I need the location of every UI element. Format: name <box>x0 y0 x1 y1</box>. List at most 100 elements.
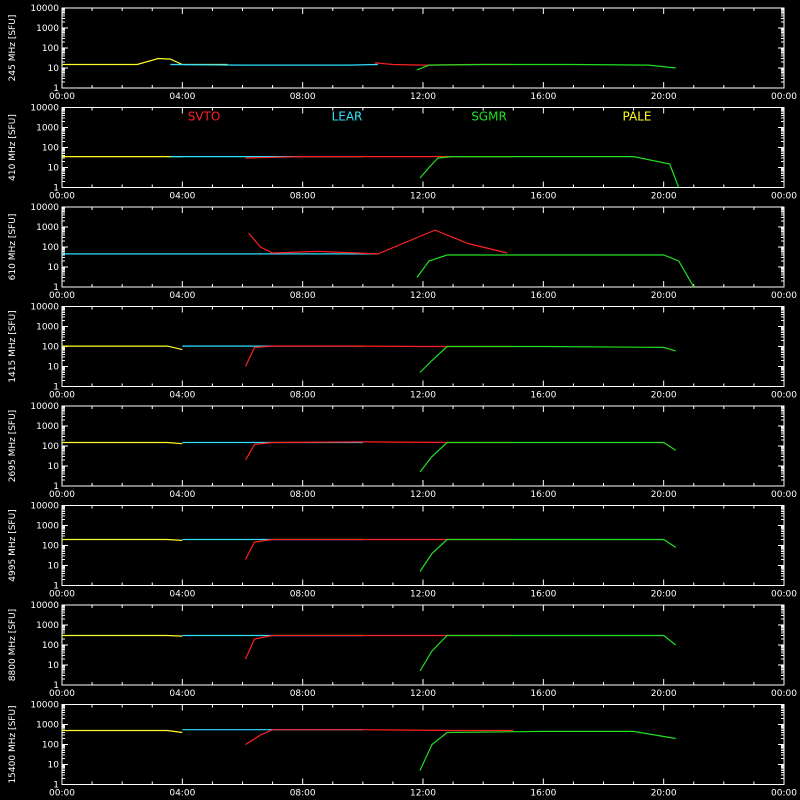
x-tick-label: 04:00 <box>169 689 195 699</box>
y-axis-label: 15400 MHz [SFU] <box>8 705 18 783</box>
series-sgmr-line <box>419 730 676 771</box>
x-tick-label: 00:00 <box>49 92 75 102</box>
y-tick-label: 1 <box>53 283 59 293</box>
panel-frame <box>61 405 785 487</box>
y-tick-label: 1 <box>53 781 59 791</box>
y-axis-label: 4995 MHz [SFU] <box>8 509 18 581</box>
x-tick-label: 00:00 <box>771 590 797 600</box>
series-lear-line <box>170 63 378 66</box>
x-tick-label: 00:00 <box>49 391 75 401</box>
x-tick-label: 04:00 <box>169 490 195 500</box>
y-tick-label: 10 <box>48 562 60 572</box>
y-tick-label: 100 <box>42 144 59 154</box>
x-tick-label: 16:00 <box>530 590 556 600</box>
x-tick-label: 12:00 <box>410 590 436 600</box>
series-sgmr-line <box>416 63 676 71</box>
x-tick-label: 20:00 <box>651 391 677 401</box>
y-tick-label: 10000 <box>30 203 59 213</box>
x-tick-label: 00:00 <box>771 789 797 799</box>
series-sgmr-line <box>419 538 677 572</box>
x-tick-label: 00:00 <box>49 490 75 500</box>
series-pale-line <box>62 729 183 734</box>
series-sgmr-line <box>419 441 677 473</box>
x-tick-label: 08:00 <box>290 689 316 699</box>
x-tick-label: 04:00 <box>169 291 195 301</box>
x-tick-label: 20:00 <box>651 192 677 202</box>
x-tick-label: 12:00 <box>410 689 436 699</box>
series-svto-line <box>244 345 514 367</box>
x-tick-label: 16:00 <box>530 391 556 401</box>
y-tick-label: 1 <box>53 681 59 691</box>
x-tick-label: 16:00 <box>530 789 556 799</box>
legend-pale: PALE <box>623 110 652 124</box>
x-tick-label: 20:00 <box>651 92 677 102</box>
x-tick-label: 12:00 <box>410 789 436 799</box>
x-tick-label: 04:00 <box>169 789 195 799</box>
y-tick-label: 1000 <box>36 721 59 731</box>
series-sgmr-line <box>419 345 676 373</box>
legend-lear: LEAR <box>332 110 363 124</box>
x-tick-label: 08:00 <box>290 391 316 401</box>
y-tick-label: 10000 <box>30 4 59 14</box>
legend-svto: SVTO <box>188 110 221 124</box>
x-tick-label: 04:00 <box>169 92 195 102</box>
series-svto-line <box>244 634 514 660</box>
panel-frame <box>61 704 785 785</box>
x-tick-label: 12:00 <box>410 490 436 500</box>
x-tick-label: 00:00 <box>771 192 797 202</box>
y-tick-label: 10 <box>48 761 60 771</box>
x-tick-label: 04:00 <box>169 192 195 202</box>
x-tick-label: 08:00 <box>290 92 316 102</box>
y-tick-label: 10000 <box>30 303 59 313</box>
x-tick-label: 12:00 <box>410 92 436 102</box>
x-tick-label: 16:00 <box>530 192 556 202</box>
panel-frame <box>61 206 785 288</box>
x-tick-label: 00:00 <box>771 291 797 301</box>
legend-sgmr: SGMR <box>471 110 507 124</box>
series-sgmr-line <box>419 634 677 672</box>
y-axis-label: 1415 MHz [SFU] <box>8 310 18 382</box>
y-tick-label: 1 <box>53 582 59 592</box>
x-tick-label: 08:00 <box>290 590 316 600</box>
y-tick-label: 10000 <box>30 104 59 114</box>
x-tick-label: 20:00 <box>651 490 677 500</box>
series-pale-line <box>62 345 183 351</box>
y-tick-label: 100 <box>42 243 59 253</box>
panel-frame <box>61 7 785 89</box>
x-tick-label: 08:00 <box>290 789 316 799</box>
series-sgmr-line <box>419 156 680 188</box>
series-svto-line <box>248 229 508 255</box>
y-tick-label: 1000 <box>36 522 59 532</box>
y-tick-label: 10000 <box>30 701 59 711</box>
y-tick-label: 10000 <box>30 601 59 611</box>
series-svto-line <box>245 729 514 746</box>
series-pale-line <box>62 441 183 445</box>
x-tick-label: 20:00 <box>651 789 677 799</box>
y-axis-label: 8800 MHz [SFU] <box>8 609 18 681</box>
x-tick-label: 00:00 <box>771 92 797 102</box>
y-tick-label: 10000 <box>30 502 59 512</box>
y-tick-label: 100 <box>42 542 59 552</box>
x-tick-label: 00:00 <box>49 291 75 301</box>
x-tick-label: 00:00 <box>49 789 75 799</box>
y-tick-label: 1 <box>53 84 59 94</box>
x-tick-label: 08:00 <box>290 192 316 202</box>
y-tick-label: 1000 <box>36 422 59 432</box>
x-tick-label: 00:00 <box>49 192 75 202</box>
y-tick-label: 1 <box>53 184 59 194</box>
y-tick-label: 1000 <box>36 223 59 233</box>
y-axis-label: 2695 MHz [SFU] <box>8 410 18 482</box>
series-svto-line <box>244 538 514 560</box>
y-tick-label: 10 <box>48 164 60 174</box>
y-tick-label: 1 <box>53 383 59 393</box>
y-tick-label: 100 <box>42 44 59 54</box>
x-tick-label: 00:00 <box>771 391 797 401</box>
x-tick-label: 08:00 <box>290 291 316 301</box>
y-tick-label: 100 <box>42 442 59 452</box>
y-tick-label: 100 <box>42 641 59 651</box>
